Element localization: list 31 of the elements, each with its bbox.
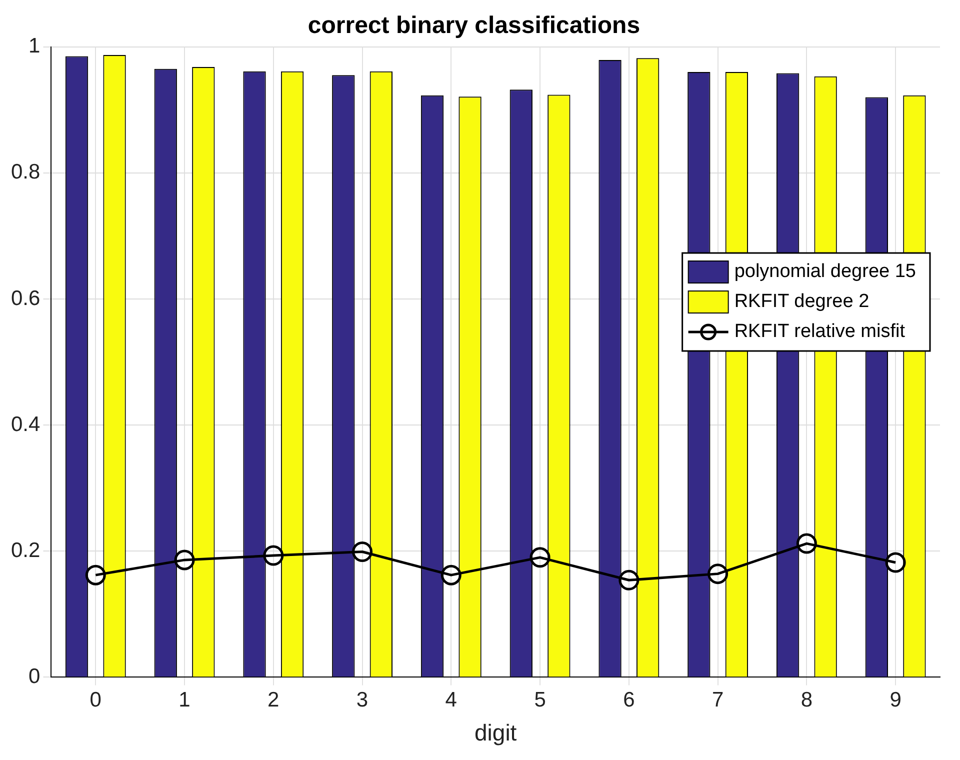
x-tick-label: 5 xyxy=(534,688,546,712)
x-tick-label: 3 xyxy=(356,688,368,712)
point xyxy=(440,564,462,586)
y-tick-label: 0 xyxy=(28,664,40,688)
point xyxy=(530,547,550,568)
point xyxy=(352,542,373,562)
point xyxy=(174,550,195,570)
y-tick-label: 0.6 xyxy=(10,286,40,310)
point xyxy=(885,552,906,573)
x-tick-label: 8 xyxy=(800,688,813,712)
point xyxy=(708,564,728,584)
x-tick-label: 2 xyxy=(268,688,280,712)
x-tick-label: 4 xyxy=(445,688,458,712)
y-tick-label: 0.8 xyxy=(10,160,40,184)
point xyxy=(796,533,817,554)
point xyxy=(263,545,284,566)
x-tick-label: 0 xyxy=(90,688,102,712)
x-tick-label: 6 xyxy=(623,688,635,712)
y-tick-label: 0.4 xyxy=(10,412,41,436)
point xyxy=(618,570,640,590)
point xyxy=(85,564,106,586)
x-tick-label: 7 xyxy=(712,688,724,712)
y-tick-label: 1 xyxy=(28,34,40,58)
legend-label: RKFIT degree 2 xyxy=(734,291,870,312)
x-tick-label: 9 xyxy=(890,688,902,712)
legend-label: RKFIT relative misfit xyxy=(734,321,906,342)
legend-label: polynomial degree 15 xyxy=(734,261,916,282)
x-axis-title: digit xyxy=(474,720,518,746)
chart-title: correct binary classifications xyxy=(308,12,640,40)
x-tick-label: 1 xyxy=(178,688,190,712)
y-tick-label: 0.2 xyxy=(10,538,40,562)
